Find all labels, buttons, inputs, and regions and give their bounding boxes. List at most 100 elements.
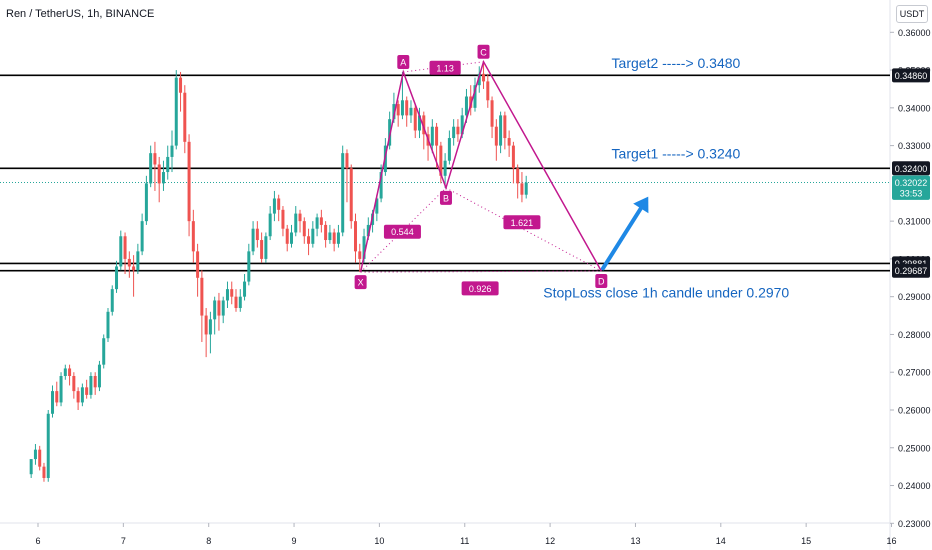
candle-body xyxy=(191,221,195,252)
direction-arrow-shaft[interactable] xyxy=(601,206,643,271)
price-axis-label: 0.34860 xyxy=(895,71,928,81)
candle-body xyxy=(477,73,481,86)
candle-body xyxy=(204,315,208,335)
x-tick-label: 14 xyxy=(716,536,726,546)
candle-body xyxy=(268,213,272,237)
x-tick-label: 6 xyxy=(35,536,40,546)
candle-body xyxy=(281,209,285,229)
price-axis-label: 0.32400 xyxy=(895,164,928,174)
candle-body xyxy=(400,100,404,116)
candle-body xyxy=(298,213,302,222)
candle-body xyxy=(196,251,200,278)
candle-body xyxy=(183,92,187,142)
y-tick-label: 0.29000 xyxy=(898,292,931,302)
candle-body xyxy=(217,300,221,316)
y-tick-label: 0.26000 xyxy=(898,405,931,415)
candle-body xyxy=(319,217,323,225)
price-axis-label: 0.32022 xyxy=(895,178,928,188)
y-tick-label: 0.34000 xyxy=(898,103,931,113)
currency-badge[interactable]: USDT xyxy=(896,5,928,23)
candle-body xyxy=(511,145,515,169)
candle-body xyxy=(179,77,183,93)
candle-body xyxy=(221,300,225,316)
x-tick-label: 11 xyxy=(460,536,469,546)
candle-body xyxy=(272,198,276,214)
candle-body xyxy=(490,100,494,127)
ratio-label: 0.926 xyxy=(469,284,492,294)
y-tick-label: 0.31000 xyxy=(898,217,931,227)
candle-body xyxy=(345,153,349,169)
x-tick-label: 13 xyxy=(630,536,640,546)
candle-body xyxy=(358,251,362,259)
candle-body xyxy=(93,376,97,388)
candle-body xyxy=(63,368,67,376)
candle-body xyxy=(157,164,161,184)
price-axis-badge xyxy=(892,185,930,200)
direction-arrow-head[interactable] xyxy=(633,196,649,214)
candle-body xyxy=(59,376,63,403)
candle-body xyxy=(33,449,37,460)
candle-body xyxy=(42,466,46,478)
candle-body xyxy=(422,115,426,135)
candle-body xyxy=(439,145,443,176)
pattern-point-badge[interactable] xyxy=(397,54,410,69)
candle-body xyxy=(127,258,131,267)
x-tick-label: 7 xyxy=(121,536,126,546)
pattern-point-badge[interactable] xyxy=(439,190,452,205)
x-tick-label: 12 xyxy=(545,536,555,546)
price-axis-label: 0.29687 xyxy=(895,266,928,276)
candle-body xyxy=(456,126,460,135)
candle-body xyxy=(55,391,59,403)
candle-body xyxy=(174,77,178,146)
candle-body xyxy=(264,236,268,259)
ratio-badge[interactable] xyxy=(383,224,421,239)
pattern-point-label: A xyxy=(400,57,406,67)
candle-body xyxy=(51,391,55,414)
ratio-label: 0.544 xyxy=(391,227,414,237)
candle-body xyxy=(473,85,477,108)
candle-body xyxy=(144,183,148,222)
candle-body xyxy=(46,413,50,478)
candle-body xyxy=(247,251,251,282)
candle-body xyxy=(102,338,106,365)
candle-body xyxy=(234,296,238,309)
candle-body xyxy=(460,115,464,135)
candle-body xyxy=(336,232,340,244)
candle-body xyxy=(302,221,306,237)
candle-body xyxy=(38,449,42,467)
pattern-point-badge[interactable] xyxy=(354,275,367,290)
candle-body xyxy=(520,183,524,195)
pattern-point-badge[interactable] xyxy=(595,274,608,289)
price-axis-badge xyxy=(892,161,930,176)
pattern-ratio-connector xyxy=(445,187,602,272)
candle-body xyxy=(362,236,366,259)
x-tick-label: 9 xyxy=(292,536,297,546)
candle-body xyxy=(76,391,80,403)
chart-annotation-text: StopLoss close 1h candle under 0.2970 xyxy=(543,284,789,300)
candle-body xyxy=(354,221,358,252)
pattern-point-badge[interactable] xyxy=(477,44,490,59)
candle-body xyxy=(260,240,264,259)
x-tick-label: 15 xyxy=(801,536,811,546)
candle-body xyxy=(243,281,247,297)
ratio-badge[interactable] xyxy=(503,215,541,230)
candle-body xyxy=(418,115,422,131)
candle-body xyxy=(285,228,289,244)
ratio-badge[interactable] xyxy=(429,60,461,75)
candle-body xyxy=(482,73,486,82)
candle-body xyxy=(315,217,319,229)
x-tick-label: 10 xyxy=(374,536,384,546)
price-axis-badge xyxy=(892,68,930,83)
candle-body xyxy=(255,228,259,241)
candle-body xyxy=(166,156,170,173)
y-tick-label: 0.25000 xyxy=(898,443,931,453)
candle-body xyxy=(161,172,165,184)
ratio-badge[interactable] xyxy=(461,281,499,296)
candle-body xyxy=(379,172,383,199)
candle-body xyxy=(115,266,119,290)
harmonic-pattern-line[interactable] xyxy=(359,59,602,273)
candle-body xyxy=(324,224,328,241)
candle-body xyxy=(503,115,507,139)
candle-body xyxy=(392,104,396,120)
